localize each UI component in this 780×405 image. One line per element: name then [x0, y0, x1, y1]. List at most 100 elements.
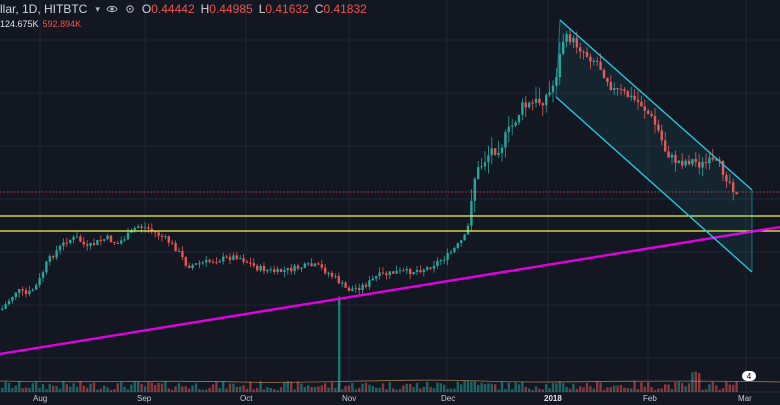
volume-bar: [375, 387, 378, 392]
drawing-overlays: [0, 19, 780, 356]
candle-body: [45, 261, 48, 273]
volume-bar: [79, 381, 82, 392]
volume-bar: [715, 385, 718, 392]
candle-body: [398, 270, 402, 272]
volume-bar: [735, 381, 738, 392]
candle-body: [647, 110, 650, 114]
volume-bar: [242, 385, 245, 392]
volume-bar: [177, 383, 181, 392]
volume-bar: [534, 386, 538, 392]
candle-body: [670, 154, 674, 158]
volume-bar: [657, 388, 660, 392]
volume-bar: [69, 386, 72, 392]
volume-bar: [371, 385, 374, 392]
candle-body: [300, 267, 303, 269]
volume-bar: [364, 382, 368, 392]
volume-bar: [650, 387, 653, 392]
volume-bar: [507, 382, 510, 392]
high-key: H: [200, 2, 210, 16]
volume-bar: [388, 382, 391, 392]
channel-fill: [556, 20, 752, 272]
candle-body: [545, 94, 548, 106]
candle-body: [368, 280, 371, 287]
volume-bar: [358, 387, 361, 392]
candle-body: [123, 239, 126, 241]
candle-body: [456, 243, 459, 248]
volume-bar: [443, 384, 446, 392]
candle-body: [405, 269, 408, 271]
candle-body: [681, 160, 684, 166]
volume-bar: [235, 386, 238, 392]
x-axis-label-2018: 2018: [544, 394, 562, 403]
volume-bar: [75, 386, 79, 392]
candle-body: [82, 241, 85, 245]
candle-body: [606, 77, 609, 83]
volume-bar: [412, 387, 415, 392]
volume-bar: [541, 389, 544, 392]
volume-bar: [732, 384, 735, 392]
volume-bar: [531, 389, 534, 392]
settings-icon[interactable]: [124, 3, 136, 15]
volume-bar: [708, 384, 711, 392]
candle-body: [497, 152, 500, 155]
volume-bar: [218, 388, 221, 392]
channel-start-edge: [555, 19, 561, 98]
volume-bar: [120, 381, 123, 392]
volume-bar: [266, 387, 269, 392]
candle-body: [324, 267, 327, 274]
candle-body: [565, 34, 568, 42]
volume-bar: [245, 388, 249, 392]
volume-bar: [35, 381, 38, 392]
volume-bar: [45, 389, 48, 392]
volume-bar: [670, 388, 674, 392]
candle-body: [541, 103, 544, 106]
volume-bar: [38, 387, 41, 392]
candle-body: [684, 160, 687, 166]
chevron-down-icon[interactable]: ▾: [95, 3, 100, 14]
volume-bar: [249, 381, 252, 392]
volume-bar: [701, 389, 704, 392]
volume-bar: [160, 383, 164, 392]
volume-bar: [677, 381, 680, 392]
candle-body: [551, 85, 555, 93]
volume-bar: [643, 386, 646, 392]
candle-body: [147, 227, 150, 229]
volume-bar: [694, 371, 697, 392]
candle-body: [228, 256, 232, 260]
candle-body: [378, 272, 381, 277]
volume-bar: [171, 389, 174, 392]
volume-bar: [184, 386, 187, 392]
volume-bar: [640, 382, 643, 392]
volume-bar: [633, 381, 636, 392]
volume-bar: [21, 388, 24, 392]
volume-bar: [664, 384, 667, 392]
volume-bar: [647, 382, 650, 392]
volume-bar: [303, 387, 306, 392]
candle-body: [691, 159, 694, 165]
candle-body: [103, 239, 106, 241]
candle-body: [708, 157, 711, 164]
volume-bar: [140, 383, 143, 392]
candle-body: [725, 175, 728, 182]
volume-bar: [490, 383, 493, 392]
alert-count-badge[interactable]: 4: [742, 371, 756, 381]
candle-body: [412, 271, 415, 275]
candle-body: [453, 247, 456, 253]
candle-body: [181, 250, 184, 258]
candle-body: [215, 262, 218, 264]
volume-bar: [317, 386, 320, 392]
candle-body: [35, 285, 38, 290]
volume-bar: [222, 381, 225, 392]
eye-icon[interactable]: [106, 3, 118, 15]
x-axis-label-nov: Nov: [342, 394, 357, 403]
volume-bar: [436, 382, 439, 392]
candle-body: [653, 116, 657, 125]
volume-bar: [487, 383, 490, 392]
volume-bar: [239, 386, 242, 392]
candle-body: [381, 272, 385, 274]
symbol-label[interactable]: llar, 1D, HITBTC: [0, 2, 88, 16]
volume-bar: [653, 389, 657, 392]
candle-body: [375, 276, 378, 279]
volume-bar: [572, 383, 575, 392]
